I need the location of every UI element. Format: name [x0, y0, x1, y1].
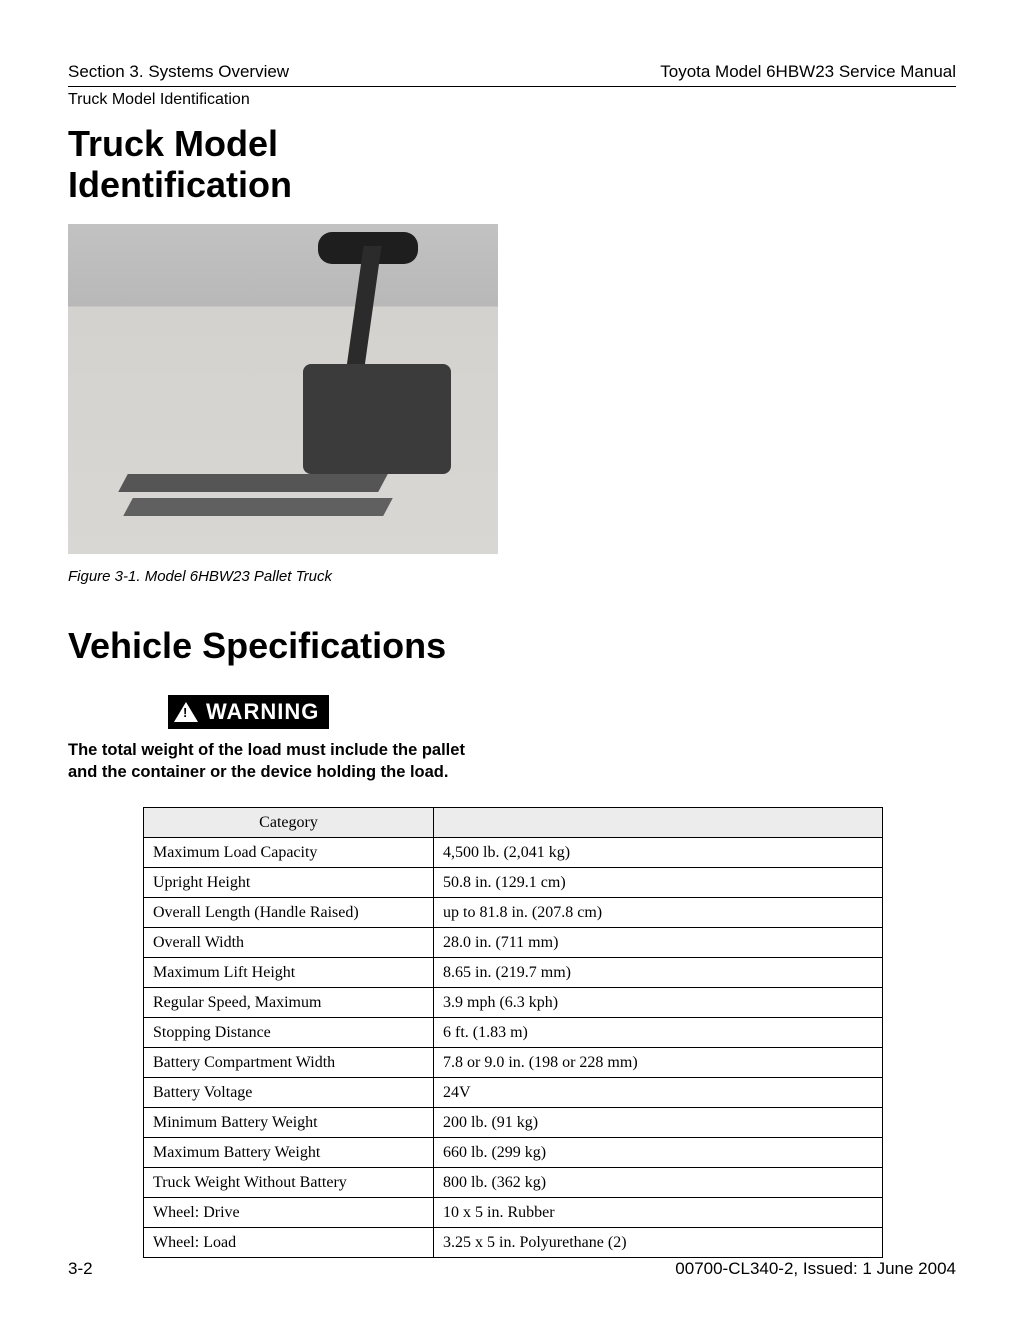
- photo-body: [303, 364, 451, 474]
- spec-value-cell: 4,500 lb. (2,041 kg): [434, 838, 883, 868]
- spec-value-cell: 6 ft. (1.83 m): [434, 1018, 883, 1048]
- spec-table-row: Overall Length (Handle Raised)up to 81.8…: [144, 898, 883, 928]
- spec-category-cell: Battery Compartment Width: [144, 1048, 434, 1078]
- header-divider: [68, 86, 956, 87]
- spec-value-cell: 24V: [434, 1078, 883, 1108]
- footer-page-number: 3-2: [68, 1259, 93, 1279]
- spec-value-cell: up to 81.8 in. (207.8 cm): [434, 898, 883, 928]
- spec-table-col1-header: [434, 808, 883, 838]
- spec-value-cell: 7.8 or 9.0 in. (198 or 228 mm): [434, 1048, 883, 1078]
- heading-truck-model-id-text: Truck ModelIdentification: [68, 123, 292, 205]
- spec-table-row: Wheel: Drive10 x 5 in. Rubber: [144, 1198, 883, 1228]
- spec-category-cell: Maximum Battery Weight: [144, 1138, 434, 1168]
- spec-value-cell: 800 lb. (362 kg): [434, 1168, 883, 1198]
- spec-category-cell: Battery Voltage: [144, 1078, 434, 1108]
- spec-value-cell: 50.8 in. (129.1 cm): [434, 868, 883, 898]
- spec-table-row: Stopping Distance6 ft. (1.83 m): [144, 1018, 883, 1048]
- spec-value-cell: 3.9 mph (6.3 kph): [434, 988, 883, 1018]
- spec-category-cell: Truck Weight Without Battery: [144, 1168, 434, 1198]
- spec-table-row: Regular Speed, Maximum3.9 mph (6.3 kph): [144, 988, 883, 1018]
- spec-category-cell: Maximum Load Capacity: [144, 838, 434, 868]
- warning-badge: WARNING: [168, 695, 329, 729]
- spec-table-row: Overall Width28.0 in. (711 mm): [144, 928, 883, 958]
- spec-table-row: Maximum Battery Weight660 lb. (299 kg): [144, 1138, 883, 1168]
- spec-table-row: Upright Height50.8 in. (129.1 cm): [144, 868, 883, 898]
- photo-fork-1: [118, 474, 388, 492]
- spec-category-cell: Upright Height: [144, 868, 434, 898]
- spec-value-cell: 28.0 in. (711 mm): [434, 928, 883, 958]
- spec-table-row: Maximum Load Capacity4,500 lb. (2,041 kg…: [144, 838, 883, 868]
- spec-table-row: Maximum Lift Height8.65 in. (219.7 mm): [144, 958, 883, 988]
- spec-table-row: Truck Weight Without Battery800 lb. (362…: [144, 1168, 883, 1198]
- page-subtitle: Truck Model Identification: [68, 91, 956, 109]
- header-manual: Toyota Model 6HBW23 Service Manual: [660, 62, 956, 82]
- spec-table-row: Battery Voltage24V: [144, 1078, 883, 1108]
- warning-label: WARNING: [206, 699, 319, 725]
- header-section: Section 3. Systems Overview: [68, 62, 289, 82]
- spec-category-cell: Stopping Distance: [144, 1018, 434, 1048]
- spec-table-col0-header: Category: [144, 808, 434, 838]
- spec-category-cell: Minimum Battery Weight: [144, 1108, 434, 1138]
- photo-fork-2: [123, 498, 393, 516]
- spec-table-row: Minimum Battery Weight200 lb. (91 kg): [144, 1108, 883, 1138]
- pallet-truck-photo: [68, 224, 498, 554]
- spec-table-row: Battery Compartment Width7.8 or 9.0 in. …: [144, 1048, 883, 1078]
- spec-value-cell: 660 lb. (299 kg): [434, 1138, 883, 1168]
- spec-category-cell: Wheel: Drive: [144, 1198, 434, 1228]
- heading-truck-model-id: Truck ModelIdentification: [68, 123, 956, 206]
- spec-category-cell: Regular Speed, Maximum: [144, 988, 434, 1018]
- spec-value-cell: 10 x 5 in. Rubber: [434, 1198, 883, 1228]
- spec-category-cell: Wheel: Load: [144, 1228, 434, 1258]
- warning-note: The total weight of the load must includ…: [68, 739, 498, 784]
- spec-category-cell: Maximum Lift Height: [144, 958, 434, 988]
- spec-category-cell: Overall Length (Handle Raised): [144, 898, 434, 928]
- footer-doc-id: 00700-CL340-2, Issued: 1 June 2004: [675, 1259, 956, 1279]
- spec-value-cell: 200 lb. (91 kg): [434, 1108, 883, 1138]
- spec-value-cell: 8.65 in. (219.7 mm): [434, 958, 883, 988]
- spec-category-cell: Overall Width: [144, 928, 434, 958]
- figure-caption: Figure 3-1. Model 6HBW23 Pallet Truck: [68, 568, 956, 585]
- spec-table: Category Maximum Load Capacity4,500 lb. …: [143, 807, 883, 1258]
- heading-vehicle-spec: Vehicle Specifications: [68, 625, 956, 667]
- warning-triangle-icon: [174, 702, 198, 722]
- spec-table-row: Wheel: Load3.25 x 5 in. Polyurethane (2): [144, 1228, 883, 1258]
- spec-value-cell: 3.25 x 5 in. Polyurethane (2): [434, 1228, 883, 1258]
